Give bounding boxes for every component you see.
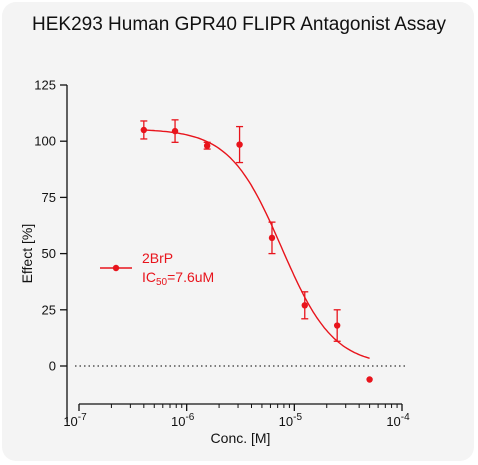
- data-point: [268, 234, 276, 242]
- x-tick-label: 10-7: [63, 412, 87, 429]
- x-tick-label: 10-6: [171, 412, 195, 429]
- data-point-group: [268, 221, 276, 255]
- y-tick-label: 25: [42, 302, 56, 317]
- x-axis-label: Conc. [M]: [211, 430, 271, 446]
- data-point-group: [140, 120, 148, 140]
- x-tick-label: 10-4: [386, 412, 410, 429]
- fit-curve: [143, 129, 370, 359]
- chart-card: [2, 2, 474, 461]
- data-point-group: [333, 309, 341, 342]
- legend-marker: [112, 264, 120, 272]
- data-point-group: [171, 119, 179, 143]
- data-point-group: [301, 291, 309, 320]
- fit-curve-group: [143, 129, 370, 359]
- data-point: [203, 142, 211, 149]
- y-tick-label: 50: [42, 246, 56, 261]
- data-point: [333, 322, 341, 329]
- data-point-group: [236, 125, 244, 164]
- x-tick-label: 10-5: [279, 412, 303, 429]
- data-point: [366, 376, 373, 383]
- y-tick-label: 0: [49, 359, 56, 374]
- data-point-group: [203, 141, 211, 150]
- legend: 2BrP IC50=7.6uM: [100, 250, 214, 288]
- data-point-group: [366, 376, 373, 383]
- y-tick-label: 100: [34, 134, 56, 149]
- y-tick-label: 75: [42, 190, 56, 205]
- data-point: [236, 141, 243, 148]
- axes: 0 25 50 75 100 125 Effect [%] 10-7 10-6 10-5 10-4 C…: [19, 78, 410, 447]
- legend-series-name: 2BrP: [142, 250, 173, 266]
- data-points: [140, 119, 373, 383]
- y-tick-label: 125: [34, 78, 56, 93]
- data-point: [301, 302, 308, 309]
- y-axis-label: Effect [%]: [19, 224, 35, 284]
- legend-ic50: IC50=7.6uM: [142, 269, 214, 288]
- chart-title: HEK293 Human GPR40 FLIPR Antagonist Assa…: [32, 14, 446, 35]
- data-point: [140, 126, 148, 134]
- data-point: [171, 127, 179, 135]
